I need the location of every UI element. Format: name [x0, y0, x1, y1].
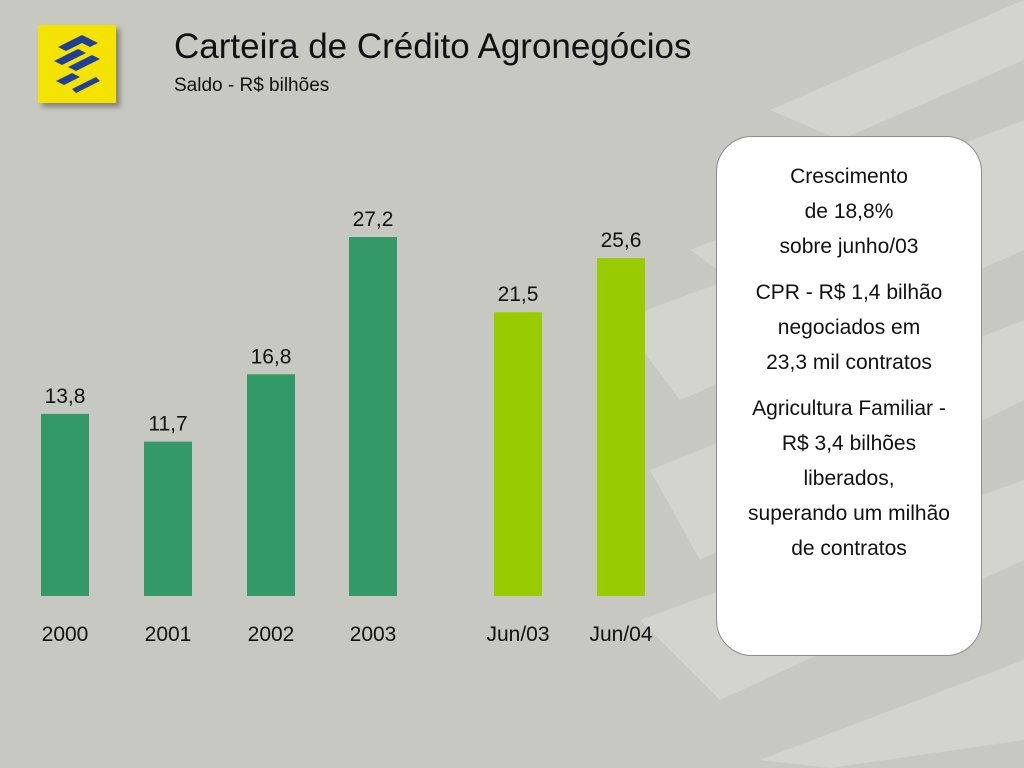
bar-value-label: 21,5 — [498, 283, 539, 306]
bar-jun-03 — [494, 312, 542, 596]
x-tick-label: 2001 — [145, 623, 192, 646]
info-panel: Crescimento de 18,8% sobre junho/03 CPR - R… — [716, 136, 982, 656]
info-block: Crescimento de 18,8% sobre junho/03 — [717, 159, 981, 264]
info-line: superando um milhão — [748, 502, 950, 525]
logo-symbol-icon — [54, 35, 100, 93]
bar-2001 — [144, 441, 192, 596]
page-subtitle: Saldo - R$ bilhões — [174, 75, 330, 96]
x-tick-label: Jun/04 — [589, 623, 652, 646]
x-tick-label: 2000 — [42, 623, 89, 646]
x-tick-label: Jun/03 — [486, 623, 549, 646]
bar-value-label: 11,7 — [148, 413, 187, 436]
info-block: Agricultura Familiar - R$ 3,4 bilhões libe… — [717, 391, 981, 566]
bar-value-label: 27,2 — [353, 208, 394, 231]
x-tick-label: 2003 — [350, 623, 397, 646]
bar-jun-04 — [597, 258, 645, 596]
info-block: CPR - R$ 1,4 bilhão negociados em 23,3 mil… — [717, 275, 981, 380]
info-line: Agricultura Familiar - — [752, 397, 946, 420]
info-line: negociados em — [777, 316, 921, 339]
info-line: CPR - R$ 1,4 bilhão — [755, 281, 943, 304]
bar-2002 — [247, 374, 295, 596]
info-line: R$ 3,4 bilhões — [781, 432, 917, 455]
bar-2000 — [41, 413, 89, 596]
bar-value-label: 13,8 — [45, 385, 86, 408]
bar-value-label: 16,8 — [251, 345, 292, 368]
bank-logo — [38, 25, 116, 103]
info-line: sobre junho/03 — [779, 235, 919, 258]
info-line: liberados, — [803, 467, 895, 490]
info-line: de 18,8% — [804, 200, 894, 223]
bar-2003 — [349, 237, 397, 596]
x-tick-label: 2002 — [248, 623, 295, 646]
info-line: 23,3 mil contratos — [766, 351, 932, 374]
info-line: Crescimento — [790, 165, 908, 188]
bar-value-label: 25,6 — [601, 229, 642, 252]
page-title: Carteira de Crédito Agronegócios — [174, 27, 692, 66]
info-line: de contratos — [791, 537, 907, 560]
